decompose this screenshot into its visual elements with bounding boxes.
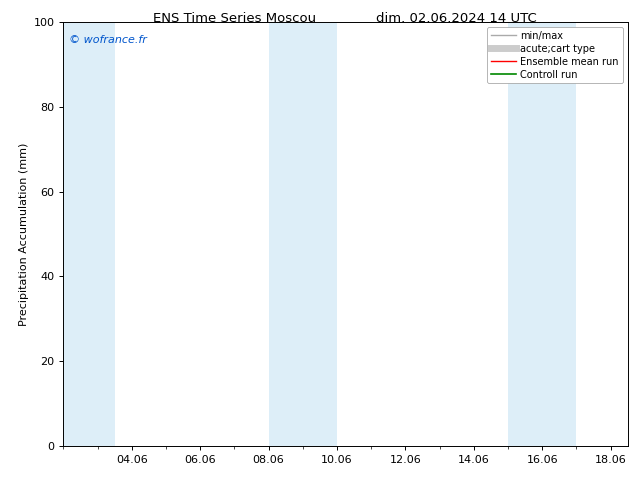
Bar: [508, 22, 576, 446]
Bar: [269, 22, 337, 446]
Y-axis label: Precipitation Accumulation (mm): Precipitation Accumulation (mm): [19, 142, 29, 326]
Bar: [63, 22, 115, 446]
Text: © wofrance.fr: © wofrance.fr: [69, 35, 147, 45]
Text: ENS Time Series Moscou: ENS Time Series Moscou: [153, 12, 316, 25]
Text: dim. 02.06.2024 14 UTC: dim. 02.06.2024 14 UTC: [376, 12, 537, 25]
Legend: min/max, acute;cart type, Ensemble mean run, Controll run: min/max, acute;cart type, Ensemble mean …: [488, 27, 623, 83]
